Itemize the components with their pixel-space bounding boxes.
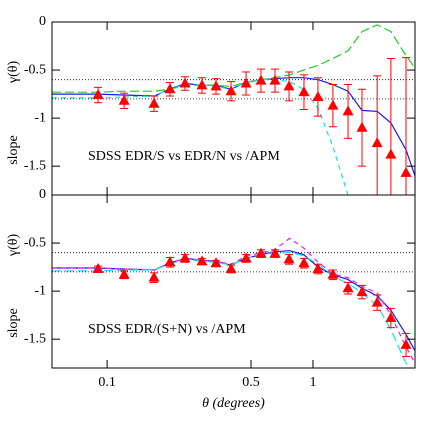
marker: [312, 263, 324, 274]
marker: [312, 90, 324, 101]
marker: [196, 79, 208, 90]
marker: [371, 296, 383, 307]
marker: [283, 253, 295, 264]
y-tick-label: 0: [39, 187, 46, 202]
marker: [371, 137, 383, 148]
plot-area: [52, 24, 415, 195]
marker: [210, 80, 222, 91]
marker: [327, 99, 339, 110]
marker: [298, 86, 310, 97]
y-axis-label: slope: [6, 308, 21, 338]
y-tick-label: -1: [34, 283, 46, 298]
marker: [356, 121, 368, 132]
marker: [255, 247, 267, 258]
marker: [179, 252, 191, 263]
marker: [385, 312, 397, 323]
panel-frame: [51, 194, 416, 369]
marker: [327, 268, 339, 279]
marker: [255, 74, 267, 85]
marker: [179, 77, 191, 88]
series-line: [52, 252, 412, 368]
marker: [164, 83, 176, 94]
x-axis-label: θ (degrees): [202, 396, 265, 411]
marker: [118, 268, 130, 279]
y-tick-label: -0.5: [24, 62, 46, 77]
marker: [400, 338, 412, 349]
y-tick-label: -1: [34, 110, 46, 125]
marker: [92, 263, 104, 274]
marker: [385, 148, 397, 159]
marker: [210, 257, 222, 268]
marker: [356, 286, 368, 297]
marker: [342, 105, 354, 116]
marker: [148, 271, 160, 282]
marker: [92, 89, 104, 100]
marker: [164, 256, 176, 267]
y-axis-label: γ(θ): [6, 234, 21, 258]
y-axis-label: slope: [6, 135, 21, 165]
marker: [148, 97, 160, 108]
marker: [225, 85, 237, 96]
marker: [118, 94, 130, 105]
y-tick-label: -0.5: [24, 235, 46, 250]
marker: [298, 257, 310, 268]
y-axis-label: γ(θ): [6, 61, 21, 85]
x-tick-label: 0.1: [98, 375, 116, 390]
plot-area: [52, 237, 415, 368]
series-line: [52, 237, 415, 364]
y-tick-label: -1.5: [24, 331, 46, 346]
marker: [269, 247, 281, 258]
marker: [342, 282, 354, 293]
marker: [225, 263, 237, 274]
marker: [240, 252, 252, 263]
annotation: SDSS EDR/(S+N) vs /APM: [88, 322, 246, 337]
x-tick-label: 0.5: [242, 375, 260, 390]
y-tick-label: 0: [39, 14, 46, 29]
marker: [400, 166, 412, 177]
y-tick-label: -1.5: [24, 158, 46, 173]
marker: [240, 77, 252, 88]
marker: [283, 80, 295, 91]
x-tick-label: 1: [309, 375, 316, 390]
annotation: SDSS EDR/S vs EDR/N vs /APM: [88, 149, 280, 164]
marker: [196, 255, 208, 266]
series-line: [52, 24, 415, 93]
marker: [269, 74, 281, 85]
